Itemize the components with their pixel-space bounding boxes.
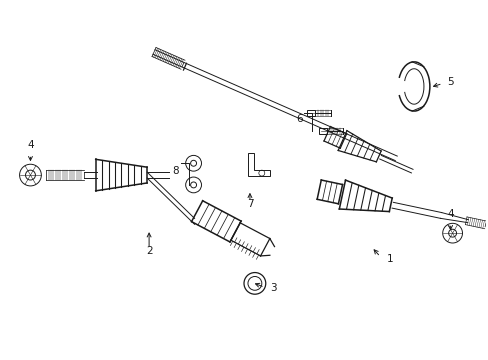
Text: 8: 8	[172, 166, 179, 176]
Text: 5: 5	[447, 77, 453, 86]
Text: 4: 4	[27, 140, 34, 150]
Text: 2: 2	[145, 246, 152, 256]
Text: 6: 6	[295, 114, 302, 124]
Text: 1: 1	[386, 254, 392, 264]
Text: 7: 7	[246, 199, 253, 208]
Bar	[319, 128, 326, 134]
Bar	[306, 110, 315, 116]
Text: 4: 4	[447, 210, 453, 219]
Text: 3: 3	[269, 283, 276, 293]
